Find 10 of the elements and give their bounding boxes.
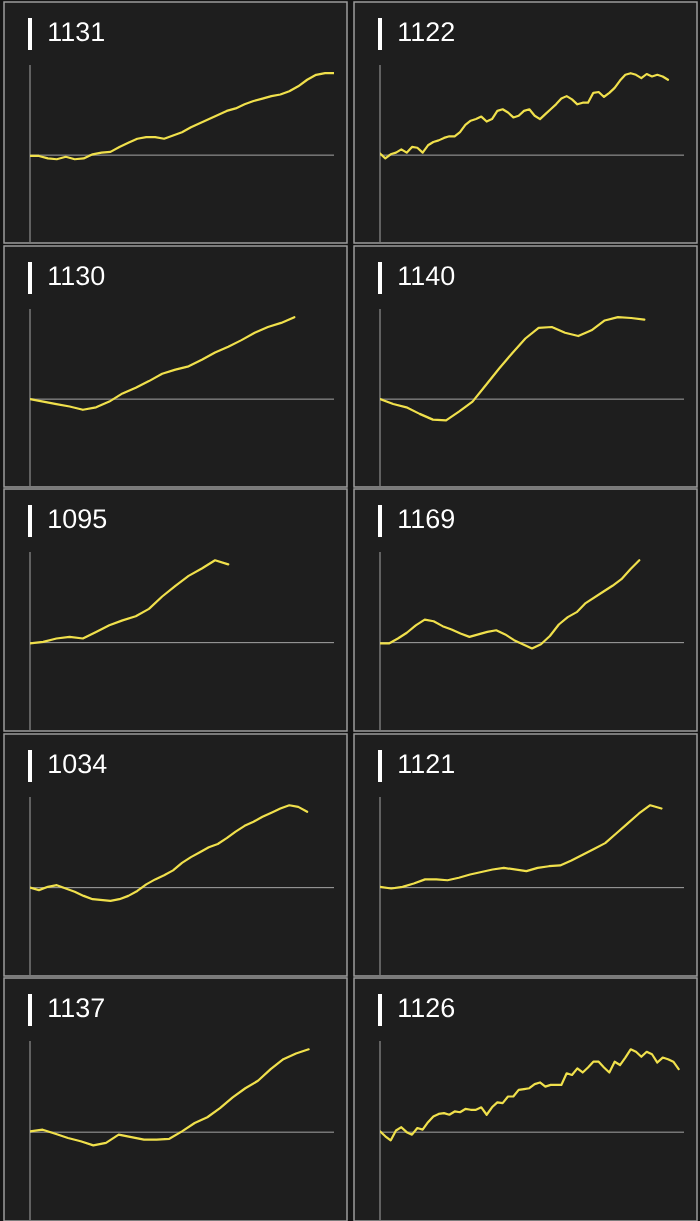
chart-title: 1137 <box>49 998 104 1018</box>
chart-title: 1130 <box>49 266 105 286</box>
chart-title: 1169 <box>399 509 454 529</box>
chart-title: 1034 <box>49 754 107 774</box>
chart-title: 1126 <box>399 998 455 1018</box>
chart-title: 1140 <box>399 266 455 286</box>
chart-title: 1095 <box>49 509 107 529</box>
chart-title: 1121 <box>399 754 454 774</box>
chart-title: 1122 <box>399 22 454 42</box>
chart-title: 1131 <box>49 22 104 42</box>
